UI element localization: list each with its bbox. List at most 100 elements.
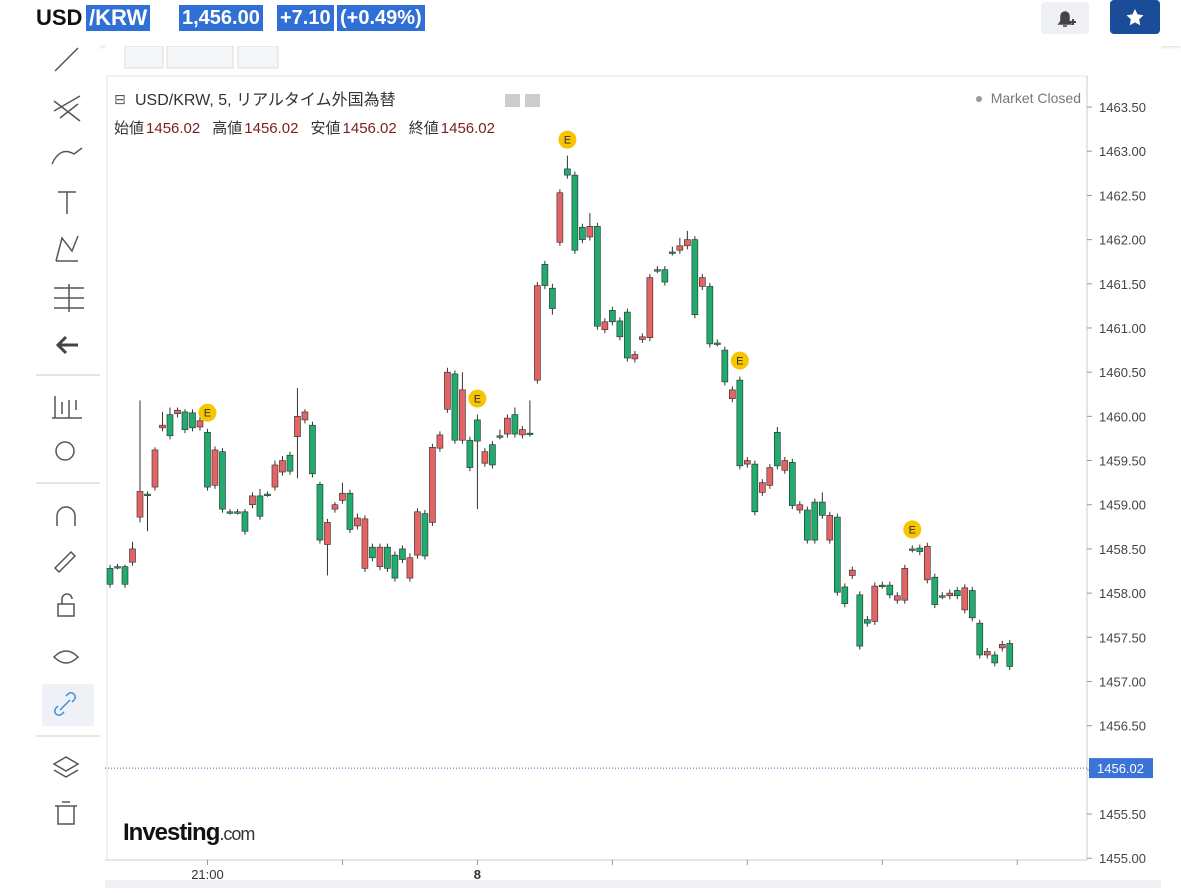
y-tick-label: 1455.50 [1099,807,1146,822]
candle-body [361,518,369,569]
candle-body [174,409,181,415]
candle-body [908,548,916,551]
candle-body [406,557,414,579]
candle-body [316,484,324,541]
candle-body [159,424,166,429]
candle-body [331,504,339,510]
star-icon [1126,9,1144,26]
candle-body [511,414,519,435]
candle-body [953,590,961,597]
link-tool-bg[interactable] [42,684,94,726]
watchlist-button[interactable] [1110,0,1160,34]
candle-body [796,504,804,511]
candle-body [759,482,766,493]
candle-body [241,511,249,532]
top-bar: USD /KRW 1,456.00 +7.10 (+0.49%) [0,0,1181,46]
candle-body [856,594,864,647]
candle-body [504,417,511,435]
alert-tool[interactable] [237,45,279,69]
candle-body [684,239,691,247]
magnet-tool[interactable] [56,506,76,526]
candle-body [451,373,459,441]
candle-body [849,569,856,576]
change: +7.10 [277,5,334,31]
candle-body [421,513,429,557]
visibility-toggle[interactable] [505,94,520,107]
scale-button[interactable] [124,45,164,69]
candle-body [136,491,144,518]
candle-body [601,321,609,331]
candle-body [774,431,781,467]
candle-body [264,493,271,496]
link-tool[interactable] [54,692,76,716]
candle-body [226,511,234,514]
status-dot [976,96,982,102]
candle-body [579,226,586,240]
y-tick-label: 1461.00 [1099,321,1146,336]
candle-body [429,446,436,523]
y-tick-label: 1463.00 [1099,144,1146,159]
candle-body [893,595,901,601]
ohlc-label: 始値 [114,120,144,137]
candle-body [144,493,151,496]
candle-body [1006,643,1014,667]
text-tool[interactable] [58,191,76,214]
candle-body [459,389,466,441]
candle-body [436,434,444,449]
alert-button[interactable] [1041,2,1089,34]
candle-body [564,168,571,176]
candle-body [609,310,616,323]
trend-line-tool[interactable] [54,47,79,72]
candle-body [271,464,279,488]
settings-toggle[interactable] [525,94,540,107]
candle-body [804,509,811,541]
delete-tool[interactable] [55,801,77,825]
toolbar-icons [36,47,100,825]
candle-body [834,516,841,593]
candle-body [534,285,541,381]
undo-redo[interactable] [166,45,234,69]
pattern-tool[interactable] [55,235,79,262]
candle-body [346,492,354,530]
watermark: Investing.com [123,819,254,846]
candle-body [571,174,579,251]
event-label: E [909,524,916,536]
indicator-tool[interactable] [52,396,82,419]
measure-tool[interactable] [54,284,84,312]
back-button[interactable] [55,335,78,355]
candle-body [901,568,909,601]
candle-body [496,435,504,438]
lock-tool[interactable] [57,593,75,617]
candle-body [376,546,384,567]
candle-body [294,416,301,437]
candle-body [309,424,316,475]
candle-body [211,449,219,486]
layers-tool[interactable] [52,756,80,778]
candle-body [961,587,969,611]
y-tick-label: 1458.00 [1099,586,1146,601]
ohlc-value: 1456.02 [244,120,298,137]
y-tick-label: 1463.50 [1099,100,1146,115]
collapse-icon[interactable]: ⊟ [114,91,126,107]
y-tick-label: 1459.50 [1099,454,1146,469]
y-tick-label: 1462.50 [1099,188,1146,203]
candle-body [354,517,361,527]
candle-body [886,584,894,596]
candle-body [646,277,654,339]
fib-tool[interactable] [53,95,81,122]
chart: ⊟ USD/KRW, 5, リアルタイム外国為替 Market Closed 始… [105,45,1161,888]
zoom-tool[interactable] [55,441,75,461]
brush-tool[interactable] [51,147,83,165]
chart-bg [105,46,1161,888]
visibility-tool[interactable] [52,650,80,664]
watermark-brand: Investing [123,819,220,846]
draw-lock-tool[interactable] [53,550,77,574]
candle-body [399,548,406,560]
candle-body [826,515,834,541]
market-status: Market Closed [991,90,1081,106]
candle-body [541,264,549,286]
ohlc-label: 高値 [212,120,242,137]
candle-body [766,467,774,486]
candle-body [691,239,699,316]
event-marker [730,351,749,370]
